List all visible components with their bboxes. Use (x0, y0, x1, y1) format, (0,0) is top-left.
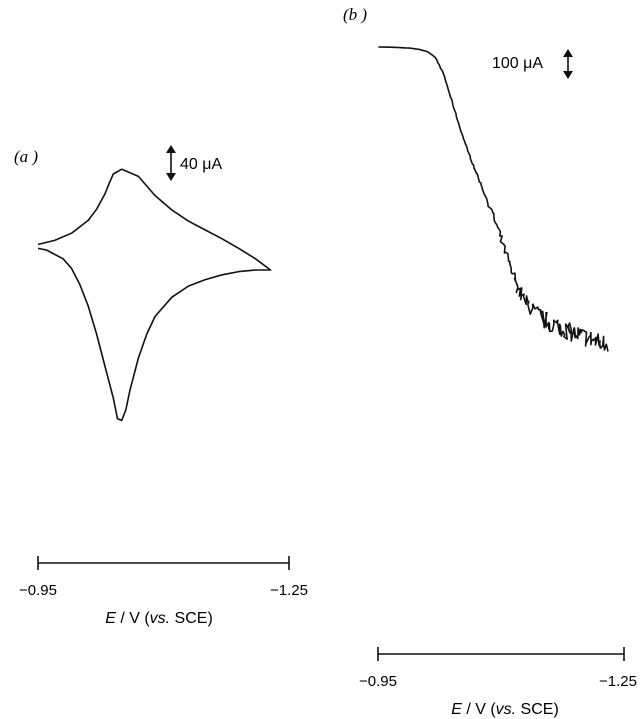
panel-b-tick-label-end: −1.25 (599, 673, 637, 690)
panel-a: (a ) 40 μA −0.95 −1.25 E / V (vs. SCE) (14, 145, 308, 627)
panel-b-current-scale-label: 100 μA (492, 55, 543, 72)
panel-a-tick-label-end: −1.25 (270, 582, 308, 599)
panel-a-cv-trace (37, 168, 272, 422)
panel-b-potential-axis (377, 647, 625, 661)
panel-a-label: (a ) (14, 147, 38, 166)
panel-a-current-scale-bar (166, 145, 176, 181)
panel-b-axis-title: E / V (vs. SCE) (451, 701, 559, 718)
panel-a-potential-axis (37, 556, 290, 570)
panel-a-axis-title: E / V (vs. SCE) (105, 610, 213, 627)
panel-b-label: (b ) (343, 5, 367, 24)
panel-b-current-scale-bar (563, 49, 573, 79)
panel-b-tick-label-start: −0.95 (359, 673, 397, 690)
panel-b: (b ) 100 μA −0.95 −1.25 E / V (vs. SCE) (343, 5, 637, 718)
panel-b-voltammogram-trace (377, 46, 609, 352)
panel-a-current-scale-label: 40 μA (180, 156, 222, 173)
panel-a-tick-label-start: −0.95 (19, 582, 57, 599)
